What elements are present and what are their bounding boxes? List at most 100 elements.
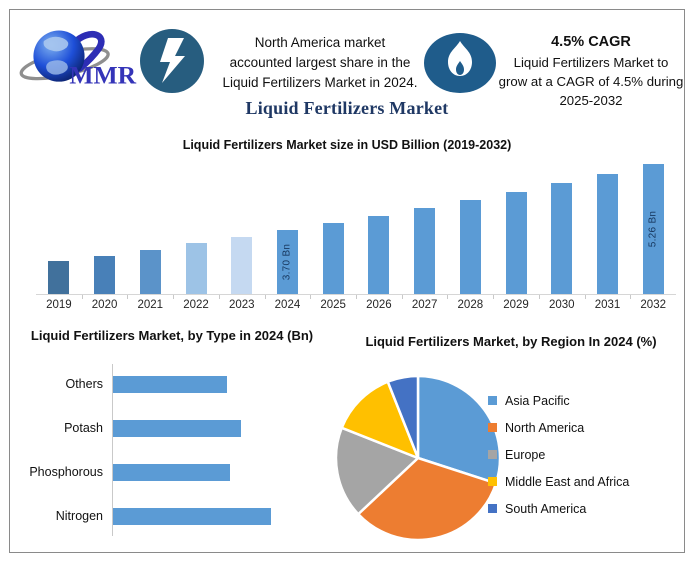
bar-2023: [231, 237, 253, 294]
x-axis-label-2025: 2025: [310, 295, 356, 311]
type-bar-chart: Others Potash Phosphorous Nitrogen: [14, 362, 334, 538]
bar-2029: [505, 191, 527, 294]
note-line: North America market: [254, 35, 386, 50]
bar-column-2022: [173, 243, 219, 294]
market-size-x-axis: 2019 2020 2021 2022 2023 2024 2025 2026 2027 2028…: [36, 295, 676, 311]
legend-label: South America: [505, 501, 587, 516]
pie-slice-middle-east-and-africa: [340, 380, 420, 460]
type-label: Potash: [64, 421, 103, 435]
bar-column-2030: [539, 182, 585, 294]
legend-marker: [488, 504, 497, 513]
market-size-chart-title: Liquid Fertilizers Market size in USD Bi…: [182, 138, 512, 152]
region-pie-chart: [334, 374, 502, 542]
x-axis-label-2020: 2020: [81, 295, 128, 311]
x-axis-label-2022: 2022: [173, 295, 219, 311]
mmr-logo: MMR: [19, 30, 137, 90]
bar-2030: [551, 182, 573, 294]
bar-column-2021: [127, 249, 173, 294]
legend-item-europe: Europe: [488, 441, 683, 468]
bar-value-label: 3.70 Bn: [281, 243, 293, 281]
globe-continent-shape: [46, 60, 68, 75]
legend-marker: [488, 477, 497, 486]
cagr-line: Liquid Fertilizers Market to: [513, 55, 669, 70]
type-bar-nitrogen: [112, 507, 271, 525]
type-chart-title: Liquid Fertilizers Market, by Type in 20…: [30, 328, 314, 343]
x-axis-label-2021: 2021: [127, 295, 173, 311]
cagr-block: 4.5% CAGR Liquid Fertilizers Market to g…: [496, 34, 686, 110]
north-america-note: North America market accounted largest s…: [204, 30, 436, 96]
page-title: Liquid Fertilizers Market: [245, 98, 449, 118]
bar-column-2020: [82, 255, 128, 294]
region-pie-legend: Asia Pacific North America Europe Middle Ea…: [488, 387, 683, 522]
type-label: Others: [65, 377, 103, 391]
infographic-frame: MMR North America market accounted large…: [9, 9, 685, 553]
bar-column-2031: [585, 173, 631, 294]
legend-item-asia-pacific: Asia Pacific: [488, 387, 683, 414]
cagr-line: grow at a CAGR of 4.5% during: [498, 74, 684, 89]
bar-column-2026: [356, 215, 402, 294]
bar-2021: [139, 249, 161, 294]
bar-column-2019: [36, 261, 82, 294]
bar-2026: [368, 215, 390, 294]
cagr-note: Liquid Fertilizers Market to grow at a C…: [496, 53, 686, 110]
bar-column-2032: 5.26 Bn: [630, 164, 676, 294]
bar-2027: [414, 208, 436, 294]
bar-column-2025: [310, 223, 356, 294]
legend-label: Middle East and Africa: [505, 474, 630, 489]
pie-slice-asia-pacific: [416, 374, 502, 485]
cagr-line: 2025-2032: [559, 93, 623, 108]
pie-slice-europe: [334, 426, 420, 516]
type-row-others: Others: [14, 362, 334, 406]
type-row-potash: Potash: [14, 406, 334, 450]
bar-column-2023: [219, 237, 265, 294]
type-row-phosphorous: Phosphorous: [14, 450, 334, 494]
type-label: Nitrogen: [55, 509, 103, 523]
bar-value-label: 5.26 Bn: [647, 210, 659, 248]
bar-column-2027: [402, 208, 448, 294]
note-line: accounted largest share in the: [229, 55, 411, 70]
pie-slice-north-america: [356, 456, 498, 542]
legend-item-north-america: North America: [488, 414, 683, 441]
bar-2019: [48, 261, 70, 294]
type-bar-potash: [112, 419, 242, 437]
x-axis-label-2032: 2032: [630, 295, 676, 311]
globe-continent-shape: [43, 36, 69, 52]
bar-2028: [459, 200, 481, 294]
x-axis-label-2024: 2024: [264, 295, 311, 311]
type-label: Phosphorous: [29, 465, 103, 479]
bar-column-2024: 3.70 Bn: [265, 230, 311, 294]
legend-item-middle-east-and-africa: Middle East and Africa: [488, 468, 683, 495]
market-size-bar-chart: 3.70 Bn 5.26 Bn 2019 2020 2021 2022 2023 2024 2…: [36, 158, 676, 311]
legend-label: Asia Pacific: [505, 393, 570, 408]
x-axis-label-2026: 2026: [356, 295, 402, 311]
legend-marker: [488, 423, 497, 432]
x-axis-label-2027: 2027: [401, 295, 448, 311]
lightning-bolt-icon: [140, 29, 204, 93]
bar-2032: 5.26 Bn: [642, 164, 664, 294]
legend-label: Europe: [505, 447, 546, 462]
flame-icon: [424, 33, 496, 93]
bar-2031: [596, 173, 618, 294]
region-chart-title: Liquid Fertilizers Market, by Region In …: [365, 334, 657, 349]
bar-2022: [185, 243, 207, 294]
note-line: Liquid Fertilizers Market in 2024.: [222, 75, 418, 90]
x-axis-label-2030: 2030: [538, 295, 585, 311]
bar-2025: [322, 223, 344, 294]
legend-item-south-america: South America: [488, 495, 683, 522]
pie-slice-south-america: [386, 374, 420, 460]
x-axis-label-2028: 2028: [447, 295, 493, 311]
bar-2024: 3.70 Bn: [276, 230, 298, 294]
x-axis-label-2031: 2031: [584, 295, 631, 311]
x-axis-label-2019: 2019: [46, 299, 72, 311]
bar-2020: [94, 255, 116, 294]
bar-column-2029: [493, 191, 539, 294]
bar-column-2028: [447, 200, 493, 294]
type-bar-phosphorous: [112, 463, 231, 481]
logo-blue-swoosh: [70, 30, 105, 72]
legend-marker: [488, 396, 497, 405]
type-bar-others: [112, 375, 228, 393]
legend-marker: [488, 450, 497, 459]
x-axis-label-2023: 2023: [218, 295, 265, 311]
mmr-logo-text: MMR: [69, 61, 136, 90]
x-axis-label-2029: 2029: [493, 295, 539, 311]
